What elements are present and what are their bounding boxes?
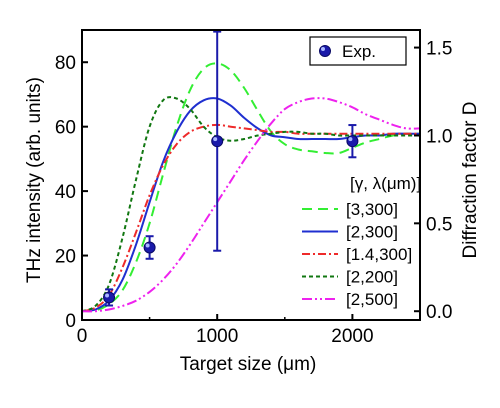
series-line-0 xyxy=(81,62,421,313)
points-layer xyxy=(103,30,359,307)
exp-point xyxy=(103,288,116,307)
legend-label-2: [1.4,300] xyxy=(346,245,412,264)
series-line-2 xyxy=(81,123,420,313)
y-left-tick-label: 40 xyxy=(55,182,76,203)
x-tick-label: 1000 xyxy=(196,326,238,347)
series-layer xyxy=(81,62,421,313)
ticks-layer: 0 1000 2000 0 20 40 60 80 0.0 0.5 1.0 1.5 xyxy=(55,39,453,347)
series-line-1 xyxy=(81,97,420,313)
y-right-axis-title: Diffraction factor D xyxy=(460,102,481,259)
series-line-3 xyxy=(81,96,420,313)
x-tick-label: 0 xyxy=(77,326,88,347)
legend-label-3: [2,200] xyxy=(346,268,398,287)
y-left-tick-label: 80 xyxy=(55,53,76,74)
y-right-tick-label: 0.0 xyxy=(426,302,452,323)
y-right-tick-label: 1.0 xyxy=(426,126,452,147)
y-left-axis-title: THz intensity (arb. units) xyxy=(24,77,45,283)
legend-exp-label: Exp. xyxy=(342,42,376,61)
legend-label-1: [2,300] xyxy=(346,223,398,242)
x-axis-title: Target size (μm) xyxy=(180,354,317,375)
y-left-tick-label: 0 xyxy=(65,311,76,332)
legend-title: [γ, λ(μm)] xyxy=(350,174,421,193)
y-right-tick-label: 1.5 xyxy=(426,39,452,60)
legend-label-4: [2,500] xyxy=(346,290,398,309)
exp-point xyxy=(211,30,224,252)
y-left-tick-label: 60 xyxy=(55,118,76,139)
y-left-tick-label: 20 xyxy=(55,247,76,268)
exp-point xyxy=(346,124,359,159)
legend-exp-marker xyxy=(319,45,331,57)
legend-label-0: [3,300] xyxy=(346,200,398,219)
exp-point xyxy=(143,235,156,260)
legend-layer: [3,300] [2,300] [1.4,300] [2,200] [2,500] xyxy=(302,200,412,309)
x-tick-label: 2000 xyxy=(331,326,373,347)
y-right-tick-label: 0.5 xyxy=(426,214,452,235)
plot-frame xyxy=(81,29,421,321)
